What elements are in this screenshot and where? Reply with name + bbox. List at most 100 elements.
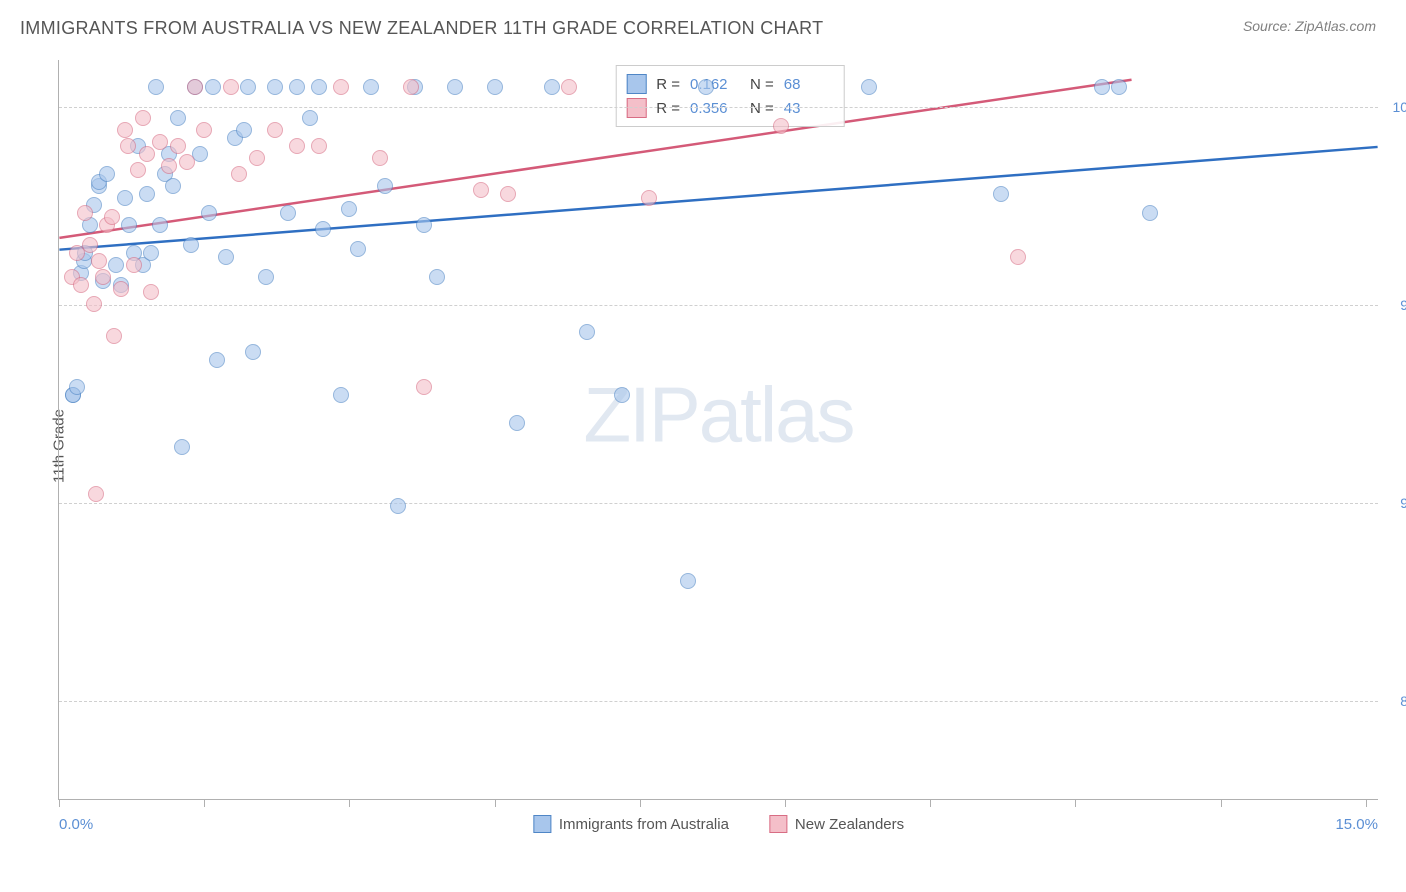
- data-point: [183, 237, 199, 253]
- header: IMMIGRANTS FROM AUSTRALIA VS NEW ZEALAND…: [0, 0, 1406, 49]
- data-point: [258, 269, 274, 285]
- data-point: [544, 79, 560, 95]
- data-point: [139, 186, 155, 202]
- legend-label: New Zealanders: [795, 816, 904, 833]
- data-point: [117, 190, 133, 206]
- watermark: ZIPatlas: [583, 369, 853, 460]
- y-tick-label: 95.0%: [1400, 297, 1406, 313]
- data-point: [113, 281, 129, 297]
- data-point: [143, 245, 159, 261]
- data-point: [117, 122, 133, 138]
- data-point: [861, 79, 877, 95]
- data-point: [135, 110, 151, 126]
- correlation-legend: R =0.162N =68R =0.356N =43: [615, 65, 845, 127]
- x-tick: [640, 799, 641, 807]
- data-point: [245, 344, 261, 360]
- x-tick: [204, 799, 205, 807]
- data-point: [148, 79, 164, 95]
- data-point: [641, 190, 657, 206]
- data-point: [773, 118, 789, 134]
- data-point: [416, 217, 432, 233]
- x-tick: [1221, 799, 1222, 807]
- data-point: [161, 158, 177, 174]
- data-point: [561, 79, 577, 95]
- data-point: [69, 379, 85, 395]
- data-point: [993, 186, 1009, 202]
- trend-lines: [59, 60, 1378, 799]
- gridline: [59, 107, 1378, 108]
- data-point: [509, 415, 525, 431]
- data-point: [152, 134, 168, 150]
- data-point: [88, 486, 104, 502]
- x-tick: [930, 799, 931, 807]
- data-point: [311, 138, 327, 154]
- gridline: [59, 305, 1378, 306]
- x-tick: [495, 799, 496, 807]
- data-point: [341, 201, 357, 217]
- series-legend: Immigrants from Australia New Zealanders: [533, 815, 904, 833]
- legend-swatch: [769, 815, 787, 833]
- legend-swatch: [626, 74, 646, 94]
- data-point: [95, 269, 111, 285]
- data-point: [143, 284, 159, 300]
- x-tick: [1075, 799, 1076, 807]
- legend-item: Immigrants from Australia: [533, 815, 729, 833]
- data-point: [179, 154, 195, 170]
- data-point: [170, 138, 186, 154]
- data-point: [201, 205, 217, 221]
- data-point: [1010, 249, 1026, 265]
- data-point: [429, 269, 445, 285]
- data-point: [165, 178, 181, 194]
- data-point: [1094, 79, 1110, 95]
- data-point: [377, 178, 393, 194]
- data-point: [333, 79, 349, 95]
- data-point: [152, 217, 168, 233]
- data-point: [680, 573, 696, 589]
- data-point: [73, 277, 89, 293]
- legend-row: R =0.162N =68: [626, 72, 834, 96]
- data-point: [170, 110, 186, 126]
- data-point: [126, 257, 142, 273]
- data-point: [447, 79, 463, 95]
- x-tick: [785, 799, 786, 807]
- y-tick-label: 90.0%: [1400, 495, 1406, 511]
- n-value: 68: [784, 76, 834, 93]
- x-axis-min-label: 0.0%: [59, 816, 93, 833]
- data-point: [231, 166, 247, 182]
- data-point: [120, 138, 136, 154]
- x-axis-max-label: 15.0%: [1335, 816, 1378, 833]
- data-point: [403, 79, 419, 95]
- source-attribution: Source: ZipAtlas.com: [1243, 18, 1376, 34]
- data-point: [106, 328, 122, 344]
- data-point: [108, 257, 124, 273]
- data-point: [487, 79, 503, 95]
- data-point: [614, 387, 630, 403]
- data-point: [91, 253, 107, 269]
- data-point: [280, 205, 296, 221]
- data-point: [104, 209, 120, 225]
- data-point: [249, 150, 265, 166]
- x-tick: [1366, 799, 1367, 807]
- legend-item: New Zealanders: [769, 815, 904, 833]
- gridline: [59, 701, 1378, 702]
- data-point: [187, 79, 203, 95]
- legend-swatch: [533, 815, 551, 833]
- data-point: [174, 439, 190, 455]
- data-point: [473, 182, 489, 198]
- data-point: [205, 79, 221, 95]
- data-point: [99, 166, 115, 182]
- x-tick: [349, 799, 350, 807]
- r-label: R =: [656, 76, 680, 93]
- data-point: [236, 122, 252, 138]
- data-point: [267, 122, 283, 138]
- data-point: [267, 79, 283, 95]
- y-tick-label: 100.0%: [1393, 99, 1406, 115]
- n-label: N =: [750, 76, 774, 93]
- data-point: [121, 217, 137, 233]
- data-point: [209, 352, 225, 368]
- data-point: [139, 146, 155, 162]
- y-tick-label: 85.0%: [1400, 693, 1406, 709]
- chart-title: IMMIGRANTS FROM AUSTRALIA VS NEW ZEALAND…: [20, 18, 823, 39]
- data-point: [1111, 79, 1127, 95]
- trend-line: [59, 80, 1131, 238]
